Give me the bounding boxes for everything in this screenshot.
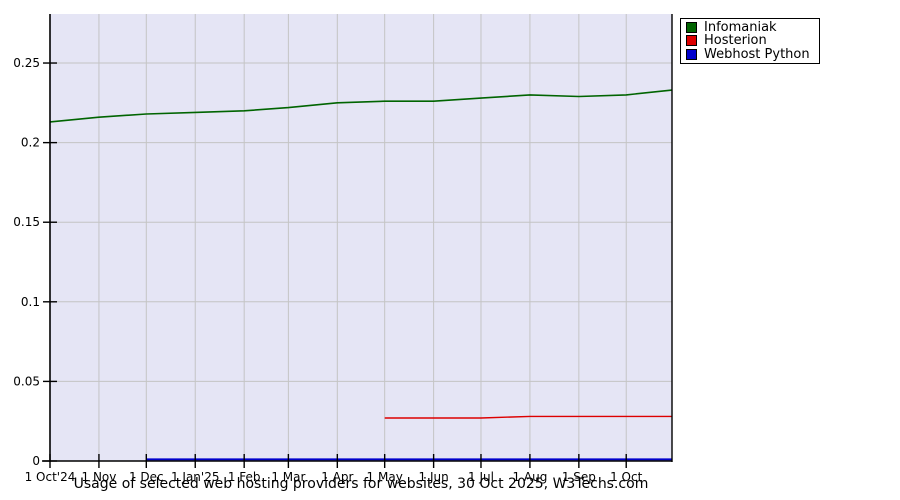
x-tick-label: 1 Mar bbox=[271, 470, 305, 484]
series-line-infomaniak bbox=[49, 89, 673, 123]
x-tick-label: 1 Nov bbox=[82, 470, 117, 484]
x-tick-label: 1 Dec bbox=[129, 470, 164, 484]
legend-item-webhost-python: Webhost Python bbox=[686, 48, 815, 61]
x-tick-label: 1 Aug bbox=[512, 470, 547, 484]
legend-label: Infomaniak bbox=[704, 20, 777, 36]
legend-label: Hosterion bbox=[704, 33, 767, 49]
plot-area bbox=[50, 14, 672, 461]
series-line-hosterion bbox=[384, 415, 672, 419]
x-tick-label: 1 Oct bbox=[610, 470, 642, 484]
y-tick-label: 0.1 bbox=[21, 295, 40, 309]
x-tick-label: 1 Oct'24 bbox=[25, 470, 76, 484]
x-tick-label: 1 May bbox=[367, 470, 403, 484]
legend-swatch-icon bbox=[686, 35, 697, 47]
x-tick-label: 1 Sep bbox=[562, 470, 596, 484]
x-tick-label: 1 Feb bbox=[228, 470, 261, 484]
x-tick-label: 1 Jun bbox=[419, 470, 449, 484]
chart-caption: Usage of selected web hosting providers … bbox=[73, 476, 649, 492]
y-tick-label: 0 bbox=[32, 454, 40, 468]
legend-swatch-icon bbox=[686, 22, 697, 34]
legend-item-infomaniak: Infomaniak bbox=[686, 21, 815, 34]
y-tick-label: 0.2 bbox=[21, 136, 40, 150]
legend: Infomaniak Hosterion Webhost Python bbox=[680, 18, 820, 64]
x-tick-label: 1 Apr bbox=[321, 470, 353, 484]
y-tick-label: 0.15 bbox=[13, 215, 40, 229]
y-tick-label: 0.25 bbox=[13, 56, 40, 70]
legend-label: Webhost Python bbox=[704, 46, 810, 62]
legend-swatch-icon bbox=[686, 48, 697, 60]
legend-item-hosterion: Hosterion bbox=[686, 34, 815, 47]
y-tick-label: 0.05 bbox=[13, 374, 40, 388]
x-tick-label: 1 Jan'25 bbox=[171, 470, 220, 484]
x-tick-label: 1 Jul bbox=[468, 470, 494, 484]
